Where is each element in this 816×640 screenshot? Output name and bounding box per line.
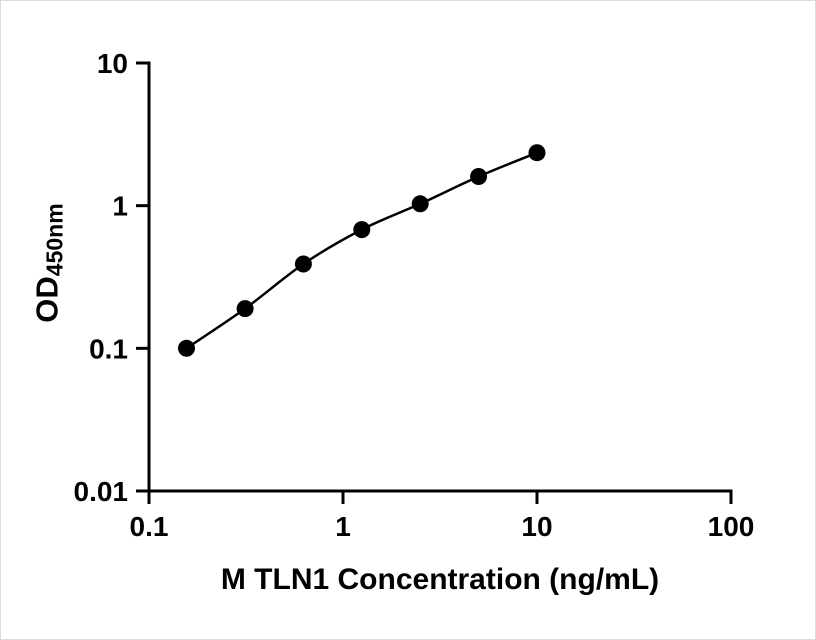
- data-point-marker: [294, 255, 312, 273]
- y-axis-title-subscript: 450nm: [41, 203, 68, 277]
- x-axis-title: M TLN1 Concentration (ng/mL): [220, 563, 660, 596]
- x-tick-label: 100: [708, 511, 755, 542]
- data-point-marker: [528, 144, 546, 162]
- x-tick-label: 1: [335, 511, 351, 542]
- data-point-marker: [411, 195, 429, 213]
- data-point-marker: [178, 339, 195, 357]
- y-tick-label: 0.01: [74, 476, 129, 507]
- x-tick-label: 10: [521, 511, 552, 542]
- y-tick-label: 0.1: [89, 333, 128, 364]
- y-tick-label: 10: [97, 48, 128, 79]
- y-tick-label: 1: [112, 191, 128, 222]
- x-tick-label: 0.1: [130, 511, 169, 542]
- data-point-marker: [236, 300, 254, 318]
- y-axis-title-main: OD: [29, 276, 65, 323]
- y-axis-title: OD450nm: [30, 203, 69, 322]
- data-point-marker: [353, 221, 371, 239]
- data-point-marker: [470, 168, 488, 185]
